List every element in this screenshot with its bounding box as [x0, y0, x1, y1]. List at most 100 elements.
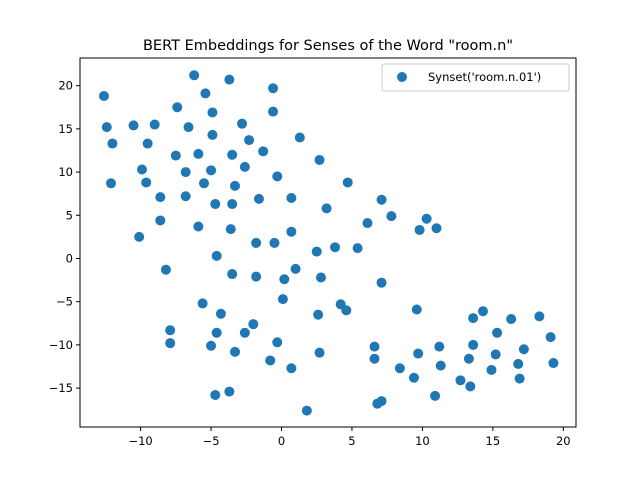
chart-title: BERT Embeddings for Senses of the Word "… [143, 38, 513, 54]
data-point [286, 226, 297, 237]
data-point [272, 171, 283, 182]
data-point [211, 250, 222, 261]
data-point [206, 340, 217, 351]
data-point [421, 213, 432, 224]
data-point [206, 165, 217, 176]
data-point [183, 122, 194, 133]
data-point [251, 237, 262, 248]
x-tick-label: 10 [415, 434, 430, 448]
data-point [548, 358, 559, 369]
data-point [465, 381, 476, 392]
data-point [239, 327, 250, 338]
data-point [394, 363, 405, 374]
x-tick-label: −5 [203, 434, 220, 448]
data-point [534, 311, 545, 322]
data-point [248, 319, 259, 330]
data-point [279, 274, 290, 285]
data-point [369, 353, 380, 364]
data-point [478, 306, 488, 317]
y-tick-label: 10 [58, 165, 73, 179]
data-point [207, 107, 218, 118]
data-point [294, 132, 305, 143]
data-point [434, 341, 445, 352]
data-point [435, 360, 446, 371]
legend-box [381, 63, 570, 92]
data-point [315, 272, 326, 283]
x-tick-label: 15 [486, 434, 501, 448]
data-point [211, 327, 222, 338]
data-point [225, 224, 236, 235]
data-point [172, 102, 183, 113]
plot-area [79, 57, 577, 428]
data-point [227, 149, 238, 160]
data-point [160, 264, 171, 275]
data-point [411, 304, 422, 315]
data-point [513, 358, 524, 369]
data-point [272, 337, 283, 348]
data-point [210, 390, 221, 401]
data-point [492, 327, 503, 338]
data-point [290, 263, 301, 274]
data-point [330, 242, 341, 253]
data-point [170, 150, 181, 161]
data-point [414, 224, 425, 235]
data-point [142, 138, 153, 149]
data-point [128, 120, 139, 131]
data-point [149, 119, 160, 130]
data-point [207, 129, 218, 140]
data-point [237, 118, 248, 129]
series-points [98, 70, 559, 416]
data-point [155, 192, 166, 203]
data-point [286, 192, 297, 203]
data-point [430, 390, 441, 401]
data-point [101, 122, 112, 133]
data-point [518, 344, 529, 355]
data-point [165, 338, 176, 349]
data-point [258, 146, 269, 157]
data-point [98, 91, 109, 102]
data-point [197, 298, 208, 309]
x-tick-label: 20 [556, 434, 571, 448]
data-point [311, 246, 322, 257]
x-tick-label: −10 [128, 434, 152, 448]
y-tick-label: −10 [49, 338, 73, 352]
data-point [230, 180, 240, 191]
data-point [215, 308, 226, 319]
data-point [265, 355, 276, 366]
data-point [301, 405, 312, 416]
y-tick-label: 0 [66, 251, 73, 265]
data-point [490, 349, 501, 360]
data-point [413, 348, 424, 359]
y-tick-label: −5 [56, 295, 73, 309]
data-point [362, 218, 373, 229]
data-point [253, 193, 264, 204]
data-point [352, 243, 363, 254]
data-point [189, 70, 200, 81]
data-point [134, 231, 145, 242]
y-axis: −15 −10 −5 0 5 10 15 20 [49, 79, 80, 395]
data-point [506, 313, 517, 324]
data-point [341, 305, 352, 316]
data-point [455, 375, 466, 386]
data-point [155, 215, 166, 226]
data-point [431, 223, 442, 234]
x-tick-label: 0 [278, 434, 285, 448]
y-tick-label: −15 [49, 381, 73, 395]
data-point [463, 353, 474, 364]
data-point [268, 106, 279, 117]
data-point [514, 373, 525, 384]
data-point [239, 161, 250, 172]
data-point [193, 148, 204, 159]
data-point [342, 177, 353, 188]
data-point [210, 199, 221, 210]
plot-frame [79, 57, 577, 428]
data-point [408, 372, 419, 383]
x-axis: −10 −5 0 5 10 15 20 [128, 427, 571, 448]
data-point [321, 203, 332, 214]
data-point [376, 194, 387, 205]
legend: Synset('room.n.01') [381, 63, 570, 92]
data-point [376, 277, 387, 288]
data-point [227, 199, 238, 210]
data-point [107, 138, 118, 149]
